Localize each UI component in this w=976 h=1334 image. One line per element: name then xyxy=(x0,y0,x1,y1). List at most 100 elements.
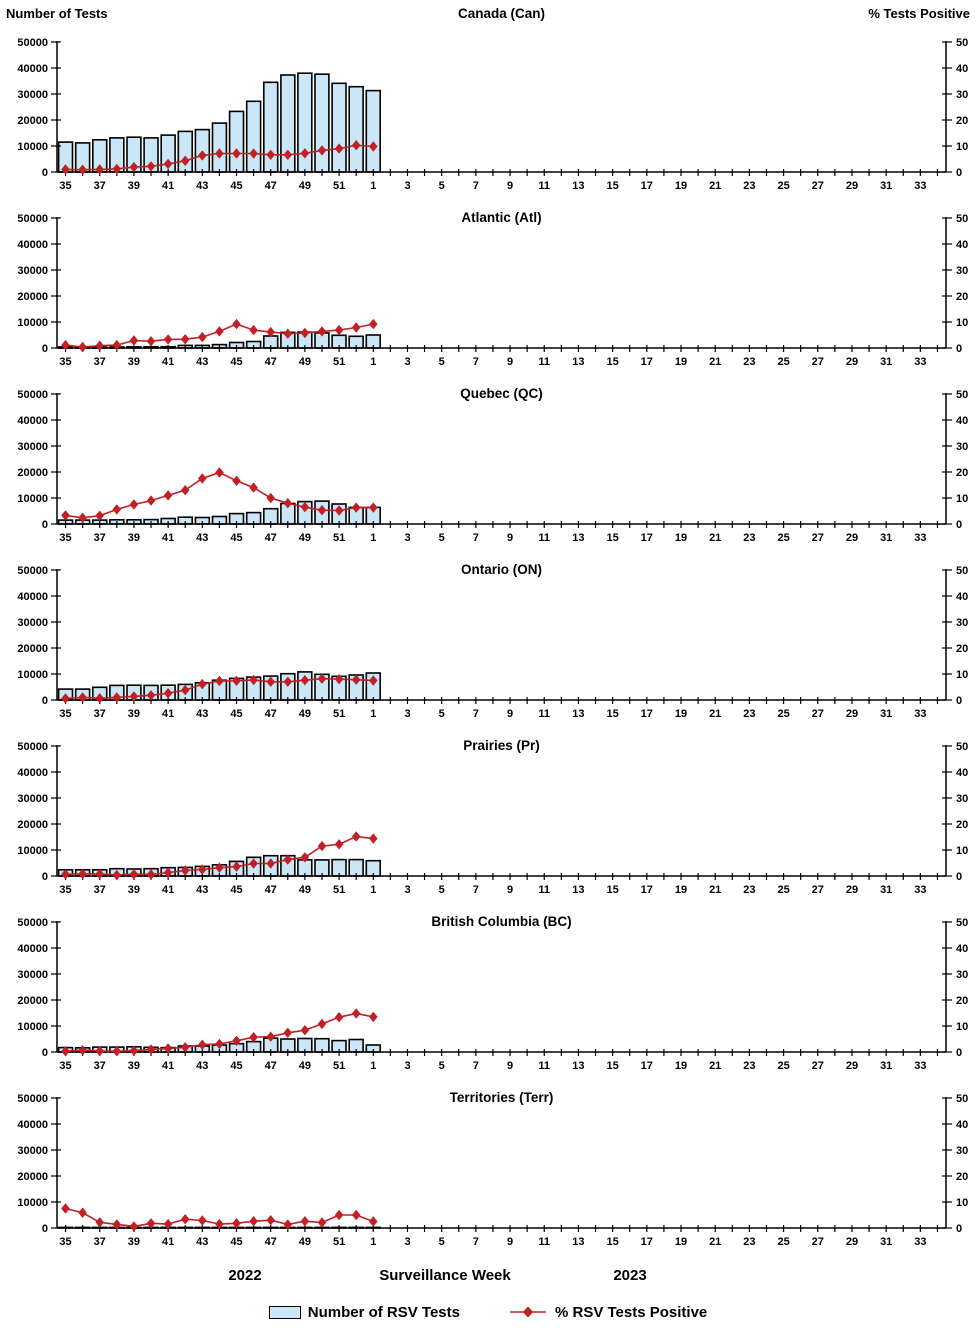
week-tick-label: 43 xyxy=(196,708,208,720)
pct-marker xyxy=(317,1018,327,1030)
y-tick-label-right: 0 xyxy=(956,1047,962,1059)
pct-marker xyxy=(112,339,122,351)
pct-marker xyxy=(351,502,361,513)
week-tick-label: 27 xyxy=(812,1236,824,1248)
week-tick-label: 41 xyxy=(162,708,174,720)
pct-markers xyxy=(61,467,378,523)
y-tick-label-left: 40000 xyxy=(17,1119,48,1131)
week-tick-label: 49 xyxy=(299,180,311,192)
week-tick-label: 47 xyxy=(265,1060,277,1072)
week-tick-label: 23 xyxy=(743,532,755,544)
tests-bar xyxy=(245,100,262,173)
y-tick-label-right: 40 xyxy=(956,943,968,955)
pct-marker xyxy=(351,1209,361,1221)
week-tick-label: 5 xyxy=(439,884,445,896)
week-tick-label: 5 xyxy=(439,356,445,368)
pct-marker xyxy=(146,1044,156,1055)
week-tick-label: 45 xyxy=(230,356,242,368)
week-tick-label: 27 xyxy=(812,708,824,720)
week-tick-label: 1 xyxy=(370,708,376,720)
pct-marker xyxy=(283,149,293,160)
panel-quebec: Quebec (QC) 0 10000 20000 30000 40000 50000 0 1… xyxy=(0,382,976,558)
week-tick-label: 39 xyxy=(128,1236,140,1248)
week-tick-label: 51 xyxy=(333,884,345,896)
pct-marker xyxy=(112,163,122,175)
week-tick-label: 47 xyxy=(265,532,277,544)
week-tick-label: 17 xyxy=(641,1060,653,1072)
y-tick-label-left: 0 xyxy=(42,1223,48,1235)
week-tick-label: 37 xyxy=(94,532,106,544)
week-tick-label: 41 xyxy=(162,180,174,192)
week-tick-label: 45 xyxy=(230,884,242,896)
tests-bar xyxy=(211,122,228,173)
week-tick-label: 25 xyxy=(777,884,789,896)
pct-marker xyxy=(78,1045,87,1056)
week-tick-label: 23 xyxy=(743,180,755,192)
week-tick-label: 29 xyxy=(846,1236,858,1248)
right-axis-title: % Tests Positive xyxy=(868,6,970,21)
axes xyxy=(56,1097,947,1229)
week-tick-label: 43 xyxy=(196,356,208,368)
week-tick-label: 37 xyxy=(94,884,106,896)
pct-marker xyxy=(283,328,293,339)
week-tick-label: 49 xyxy=(299,708,311,720)
week-tick-label: 1 xyxy=(370,884,376,896)
panel-atlantic: Atlantic (Atl) 0 10000 20000 30000 40000 5000… xyxy=(0,206,976,382)
week-tick-label: 29 xyxy=(846,180,858,192)
pct-marker xyxy=(180,1214,190,1225)
y-tick-label-left: 50000 xyxy=(17,565,48,577)
pct-marker xyxy=(334,143,344,154)
tests-bar xyxy=(365,89,381,173)
pct-marker xyxy=(198,473,207,484)
y-tick-label-right: 0 xyxy=(956,695,962,707)
pct-marker xyxy=(369,1216,378,1227)
week-tick-label: 17 xyxy=(641,1236,653,1248)
y-tick-label-right: 30 xyxy=(956,89,968,101)
pct-marker xyxy=(78,1207,87,1218)
pct-marker xyxy=(317,505,327,516)
y-tick-label-right: 50 xyxy=(956,917,968,929)
pct-marker xyxy=(283,498,293,509)
pct-marker xyxy=(61,339,70,351)
y-tick-label-left: 10000 xyxy=(17,1021,48,1033)
week-tick-label: 23 xyxy=(743,884,755,896)
week-tick-label: 31 xyxy=(880,884,892,896)
week-tick-label: 9 xyxy=(507,1236,513,1248)
y-tick-label-right: 30 xyxy=(956,1145,968,1157)
y-tick-label-left: 30000 xyxy=(17,89,48,101)
panel-ontario: Ontario (ON) 0 10000 20000 30000 40000 50000 0… xyxy=(0,558,976,734)
week-tick-label: 15 xyxy=(606,884,618,896)
week-tick-label: 15 xyxy=(606,356,618,368)
x-axis-title: Surveillance Week xyxy=(379,1267,511,1284)
pct-marker xyxy=(61,510,70,521)
week-tick-label: 25 xyxy=(777,708,789,720)
week-tick-label: 33 xyxy=(914,708,926,720)
y-tick-label-left: 40000 xyxy=(17,415,48,427)
week-tick-label: 17 xyxy=(641,532,653,544)
y-tick-label-left: 50000 xyxy=(17,37,48,49)
y-tick-label-right: 40 xyxy=(956,591,968,603)
week-tick-label: 41 xyxy=(162,1236,174,1248)
y-tick-label-right: 40 xyxy=(956,63,968,75)
axes xyxy=(56,569,947,701)
week-tick-label: 35 xyxy=(59,532,71,544)
y-tick-label-right: 30 xyxy=(956,969,968,981)
line-legend-marker xyxy=(509,1306,546,1318)
week-tick-label: 33 xyxy=(914,180,926,192)
y-tick-label-left: 40000 xyxy=(17,63,48,75)
week-tick-label: 35 xyxy=(59,708,71,720)
pct-marker xyxy=(283,1027,293,1038)
y-tick-label-right: 10 xyxy=(956,1197,968,1209)
y-tick-label-left: 20000 xyxy=(17,467,48,479)
week-tick-label: 47 xyxy=(265,356,277,368)
y-tick-label-right: 40 xyxy=(956,767,968,779)
week-tick-label: 13 xyxy=(572,1060,584,1072)
tests-bar xyxy=(348,85,364,173)
chart-panels: 0 10000 20000 30000 40000 50000 0 10 20 30 40 50 35 3… xyxy=(0,30,976,1262)
